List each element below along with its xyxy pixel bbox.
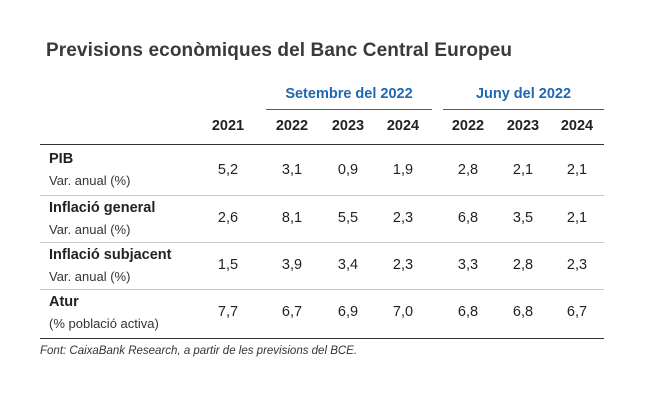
- table-cell: 2,3: [392, 210, 414, 226]
- column-header-sep-2023: 2023: [331, 118, 365, 134]
- table-cell: 2,6: [217, 210, 239, 226]
- table-cell: 0,9: [337, 162, 359, 178]
- column-header-sep-2022: 2022: [275, 118, 309, 134]
- column-header-jun-2023: 2023: [506, 118, 540, 134]
- row-label-atur: Atur: [49, 294, 79, 310]
- column-header-jun-2022: 2022: [451, 118, 485, 134]
- header-rule: [40, 144, 604, 145]
- table-cell: 3,9: [281, 257, 303, 273]
- table-cell: 8,1: [281, 210, 303, 226]
- row-label-inflacio-subjacent: Inflació subjacent: [49, 247, 172, 263]
- table-cell: 6,9: [337, 304, 359, 320]
- table-cell: 5,5: [337, 210, 359, 226]
- group-underline-september: [266, 109, 432, 110]
- row-divider: [40, 195, 604, 196]
- table-cell: 6,8: [512, 304, 534, 320]
- table-cell: 2,3: [392, 257, 414, 273]
- page-title: Previsions econòmiques del Banc Central …: [46, 40, 513, 61]
- group-header-june: Juny del 2022: [475, 86, 572, 102]
- group-underline-june: [443, 109, 604, 110]
- table-cell: 3,1: [281, 162, 303, 178]
- row-divider: [40, 289, 604, 290]
- row-sublabel-inflacio-general: Var. anual (%): [49, 222, 131, 237]
- table-cell: 2,8: [512, 257, 534, 273]
- table-cell: 1,5: [217, 257, 239, 273]
- table-cell: 6,7: [281, 304, 303, 320]
- table-cell: 5,2: [217, 162, 239, 178]
- table-cell: 6,7: [566, 304, 588, 320]
- group-header-september: Setembre del 2022: [285, 86, 413, 102]
- row-label-pib: PIB: [49, 151, 74, 167]
- table-cell: 3,4: [337, 257, 359, 273]
- table-cell: 2,1: [566, 162, 588, 178]
- table-cell: 2,8: [457, 162, 479, 178]
- table-cell: 7,7: [217, 304, 239, 320]
- table-cell: 3,3: [457, 257, 479, 273]
- row-sublabel-atur: (% població activa): [49, 316, 159, 331]
- table-cell: 6,8: [457, 210, 479, 226]
- table-cell: 2,1: [566, 210, 588, 226]
- table-cell: 2,1: [512, 162, 534, 178]
- column-header-2021: 2021: [211, 118, 245, 134]
- row-sublabel-inflacio-subjacent: Var. anual (%): [49, 269, 131, 284]
- table-cell: 2,3: [566, 257, 588, 273]
- row-label-inflacio-general: Inflació general: [49, 200, 156, 216]
- row-divider: [40, 242, 604, 243]
- table-cell: 3,5: [512, 210, 534, 226]
- row-sublabel-pib: Var. anual (%): [49, 173, 131, 188]
- table-cell: 1,9: [392, 162, 414, 178]
- table-cell: 7,0: [392, 304, 414, 320]
- column-header-jun-2024: 2024: [560, 118, 594, 134]
- column-header-sep-2024: 2024: [386, 118, 420, 134]
- table-cell: 6,8: [457, 304, 479, 320]
- table-bottom-rule: [40, 338, 604, 339]
- source-note: Font: CaixaBank Research, a partir de le…: [40, 345, 358, 357]
